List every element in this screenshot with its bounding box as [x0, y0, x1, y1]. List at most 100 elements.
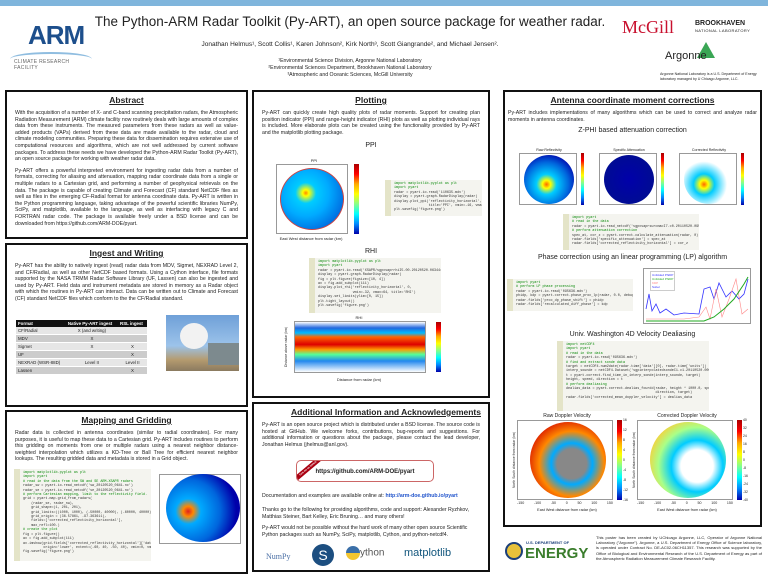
ingest-panel: Ingest and Writing Py-ART has the abilit…: [5, 243, 248, 407]
legend-entry: Sobel: [652, 285, 660, 289]
section-heading: Antenna coordinate moment corrections: [550, 95, 715, 105]
ppi-plot: [276, 164, 348, 234]
scipy-logo: S: [312, 544, 334, 566]
paragraph: With the acquisition of a number of X- a…: [15, 110, 238, 163]
tick-label: 50: [577, 501, 582, 505]
colorbar-ticks: 16 12 8 4 0 -4 -8 -12 -16: [623, 418, 628, 502]
rhi-subheading: RHI: [364, 248, 378, 255]
authors: Jonathan Helmus¹, Scott Collis¹, Karen J…: [201, 41, 499, 48]
code-line: # read in the data from the SW and SE AR…: [23, 479, 133, 484]
colorbar-tick: -4: [623, 468, 627, 472]
numpy-logo: NumPy: [266, 552, 291, 561]
code-line: radar.fields['corrected_reflectivity_hor…: [572, 242, 688, 247]
ppi-subheading: PPI: [365, 142, 377, 150]
radar-sweep: [650, 422, 726, 498]
table-cell: [65, 350, 119, 359]
code-line: radar = pyart.io.read('095636.mdv'): [566, 356, 638, 361]
github-url[interactable]: https://github.com/ARM-DOE/pyart: [315, 469, 415, 475]
code-line: import netCDF4: [566, 343, 595, 347]
ppi-xlabel: East West distance from radar (km): [279, 236, 343, 241]
rhi-colorbar: [436, 322, 441, 372]
code-line: import pyart: [572, 216, 597, 220]
tick-label: -150: [517, 501, 525, 505]
arm-logo-arc: [10, 52, 92, 66]
paragraph: Py-ART has the ability to natively inges…: [15, 263, 238, 302]
colorbar-tick: -40: [743, 498, 748, 502]
zphi-plot-title: Raw Reflectivity: [536, 148, 562, 152]
colorbar-tick: 16: [623, 418, 627, 422]
tick-label: 100: [591, 501, 598, 505]
plotting-panel: Plotting Py-ART can quickly create high …: [252, 90, 490, 398]
table-cell: X (and writing): [65, 327, 119, 335]
tick-label: 150: [606, 501, 613, 505]
paragraph: Py-ART can quickly create high quality p…: [262, 110, 480, 136]
table-cell: X: [65, 334, 119, 343]
table-cell: Level II: [118, 358, 147, 367]
colorbar-tick: 8: [743, 450, 745, 454]
velocity-xticks: -150 -100 -50 0 50 100 150: [517, 501, 613, 505]
code-line: # perform LP phase processing: [516, 285, 576, 290]
additional-info-panel: Additional Information and Acknowledgeme…: [252, 402, 490, 572]
lp-lines: [645, 276, 749, 322]
colorbar-tick: -16: [743, 474, 748, 478]
tick-label: -100: [533, 501, 542, 505]
code-line: grid = pyart.map.grid_from_radars(: [23, 497, 93, 502]
code-line: interp_sounde = netCDF4.Dataset('sgpinte…: [566, 369, 709, 374]
code-line: display = pyart.graph.RadarDisplay(radar…: [394, 195, 478, 200]
code-line: import pyart: [318, 264, 343, 269]
code-line: title='PPI', vmin=-16, vmax=64): [394, 204, 482, 209]
paragraph: Py-ART offers a powerful interpreted env…: [15, 167, 238, 227]
table-row: MDV X: [16, 334, 147, 343]
tick-label: 150: [726, 501, 733, 505]
colorbar-tick: -32: [743, 490, 748, 494]
lp-line-chart: Unfolded PhiDP Unfolded PhiDP KDP Sobel: [643, 268, 751, 324]
code-line: grid_limits=((1000, 1000), (-50000, 4000…: [23, 510, 151, 515]
code-line: plt.tight_layout(): [318, 299, 355, 304]
code-line: display.plot_rhi('reflectivity_horizonta…: [318, 286, 412, 291]
code-line: # read in the data: [566, 351, 603, 356]
mapping-panel: Mapping and Gridding Radar data is colle…: [5, 410, 248, 574]
lp-subheading: Phase correction using an linear program…: [537, 254, 728, 261]
arm-tagline: CLIMATE RESEARCH FACILITY: [14, 59, 70, 71]
code-line: # perform Cartesian mapping, limit to th…: [23, 493, 148, 498]
code-line: radar.fields['proc_dp_phase_shift'] = ph…: [516, 298, 604, 303]
code-line: fig = plt.figure(): [23, 532, 60, 537]
code-line: import pyart: [566, 347, 591, 352]
colorbar-tick: -8: [743, 466, 747, 470]
dealias-subheading: Univ. Washington 4D Velocity Dealiasing: [569, 331, 696, 338]
code-line: import matplotlib.pyplot as plt: [318, 260, 382, 264]
gridding-code-block: import matplotlib.pyplot as plt import py…: [14, 469, 151, 561]
velocity-xticks: -150 -100 -50 0 50 100 150: [637, 501, 733, 505]
velocity-xlabel: East West distance from radar (km): [537, 508, 597, 512]
colorbar-tick: 24: [743, 434, 747, 438]
radar-dome-photo: [166, 315, 239, 371]
radar-sweep: [530, 422, 606, 498]
github-link-box[interactable]: Fork me on GitHub https://github.com/ARM…: [296, 460, 434, 482]
footer-disclaimer: This poster has been created by UChicago…: [596, 535, 762, 561]
code-line: (radar_se, radar_sw),: [23, 501, 74, 506]
code-line: radar.fields['corrected_mean_doppler_vel…: [566, 395, 693, 400]
colorbar-tick: 4: [623, 448, 625, 452]
velocity-colorbar: [737, 420, 742, 500]
lp-code-block: import pyart # perform LP phase processin…: [507, 279, 633, 311]
zphi-plot: [519, 153, 577, 205]
tick-label: -100: [653, 501, 662, 505]
docs-link[interactable]: http://arm-doe.github.io/pyart: [385, 493, 458, 499]
code-line: plt.savefig('figure.png'): [394, 208, 445, 213]
section-heading: Mapping and Gridding: [81, 415, 172, 425]
code-line: # create the plot: [23, 528, 58, 533]
table-cell: [118, 327, 147, 335]
code-line: radar = pyart.io.read_netcdf('sgpxsaprsu…: [572, 224, 699, 229]
table-cell: UF: [16, 350, 66, 359]
argonne-note: Argonne National Laboratory is a U.S. De…: [660, 72, 757, 81]
tick-label: 0: [565, 501, 568, 505]
code-line: vmin=-32, vmax=64, title='RHI'): [318, 290, 416, 295]
table-cell: Level II: [65, 358, 119, 367]
paragraph: Py-ART is an open source project which i…: [262, 422, 480, 448]
rhi-xlabel: Distance from radar (km): [336, 377, 382, 382]
code-line: # perform attenuation correction: [572, 229, 638, 234]
ppi-colorbar: [354, 164, 359, 234]
packages-text: Py-ART would not be possible without the…: [262, 525, 468, 538]
code-line: radar = pyart.io.read('095636.mdv'): [516, 289, 588, 294]
doe-top-text: U.S. DEPARTMENT OF: [526, 540, 570, 545]
